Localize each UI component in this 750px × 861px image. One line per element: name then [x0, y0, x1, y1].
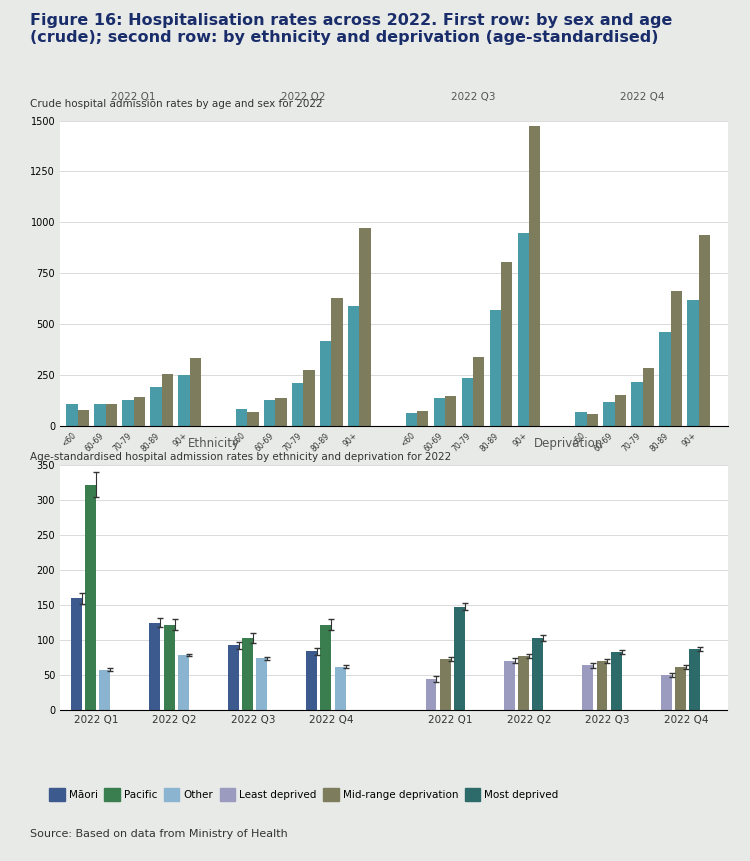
Bar — [100, 670, 110, 710]
Bar — [596, 661, 608, 710]
Bar — [406, 413, 417, 426]
Bar — [334, 667, 346, 710]
Text: 2022 Q4: 2022 Q4 — [620, 92, 665, 102]
Bar — [303, 370, 314, 426]
Bar — [106, 404, 117, 426]
Bar — [582, 666, 593, 710]
Bar — [94, 404, 106, 426]
Bar — [643, 369, 654, 426]
Bar — [242, 638, 253, 710]
Bar — [348, 306, 359, 426]
Bar — [501, 262, 512, 426]
Bar — [66, 404, 77, 426]
Legend: Māori, Pacific, Other, Least deprived, Mid-range deprivation, Most deprived: Māori, Pacific, Other, Least deprived, M… — [45, 784, 562, 805]
Bar — [417, 411, 428, 426]
Bar — [178, 375, 190, 426]
Bar — [661, 675, 671, 710]
Bar — [320, 625, 332, 710]
Bar — [256, 659, 267, 710]
Bar — [228, 645, 238, 710]
Bar — [454, 606, 465, 710]
Bar — [659, 332, 670, 426]
Bar — [575, 412, 586, 426]
Bar — [164, 625, 175, 710]
Bar — [122, 400, 134, 426]
Text: Deprivation: Deprivation — [534, 437, 603, 450]
Bar — [586, 414, 598, 426]
Text: Age-standardised hospital admission rates by ethnicity and deprivation for 2022: Age-standardised hospital admission rate… — [30, 452, 451, 462]
Text: Figure 16: Hospitalisation rates across 2022. First row: by sex and age
(crude);: Figure 16: Hospitalisation rates across … — [30, 13, 672, 46]
Bar — [161, 375, 172, 426]
Bar — [462, 378, 473, 426]
Bar — [532, 638, 543, 710]
Bar — [445, 396, 456, 426]
Bar — [359, 227, 370, 426]
Bar — [529, 126, 540, 426]
Bar — [236, 409, 248, 426]
Bar — [518, 655, 529, 710]
Bar — [77, 410, 89, 426]
Bar — [687, 300, 698, 426]
Bar — [440, 660, 451, 710]
Bar — [675, 667, 686, 710]
Bar — [320, 341, 332, 426]
Bar — [425, 678, 436, 710]
Bar — [292, 383, 303, 426]
Bar — [275, 398, 286, 426]
Text: 2022 Q1: 2022 Q1 — [111, 92, 156, 102]
Bar — [615, 394, 626, 426]
Bar — [178, 655, 189, 710]
Bar — [332, 298, 343, 426]
Bar — [149, 623, 160, 710]
Bar — [504, 660, 515, 710]
Bar — [518, 232, 529, 426]
Text: Crude hospital admission rates by age and sex for 2022: Crude hospital admission rates by age an… — [30, 99, 322, 109]
Bar — [670, 291, 682, 426]
Bar — [190, 358, 201, 426]
Text: 2022 Q2: 2022 Q2 — [281, 92, 326, 102]
Bar — [610, 652, 622, 710]
Bar — [306, 652, 317, 710]
Bar — [134, 397, 145, 426]
Bar — [433, 398, 445, 426]
Bar — [603, 402, 615, 426]
Bar — [248, 412, 259, 426]
Bar — [86, 485, 96, 710]
Bar — [150, 387, 161, 426]
Text: 2022 Q3: 2022 Q3 — [451, 92, 495, 102]
Text: Ethnicity: Ethnicity — [188, 437, 240, 450]
Bar — [689, 649, 700, 710]
Text: Source: Based on data from Ministry of Health: Source: Based on data from Ministry of H… — [30, 829, 288, 839]
Bar — [264, 400, 275, 426]
Bar — [473, 357, 484, 426]
Bar — [71, 598, 82, 710]
Bar — [490, 310, 501, 426]
Bar — [698, 235, 710, 426]
Bar — [632, 382, 643, 426]
Legend: Female, Male: Female, Male — [92, 499, 236, 522]
